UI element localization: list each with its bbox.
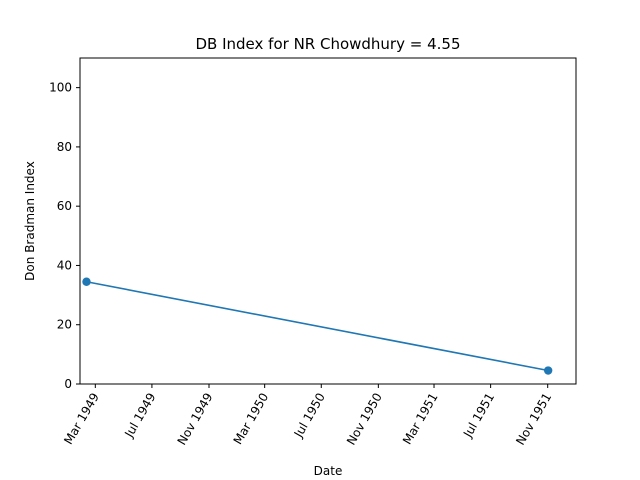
x-tick-label: Jul 1951 — [460, 390, 497, 440]
y-axis-label: Don Bradman Index — [23, 161, 37, 281]
y-tick-label: 100 — [49, 81, 72, 95]
plot-frame — [79, 57, 577, 385]
y-tick-label: 40 — [57, 258, 72, 272]
chart-title: DB Index for NR Chowdhury = 4.55 — [196, 35, 461, 53]
x-tick-label: Nov 1949 — [175, 391, 216, 448]
x-tick-label: Jul 1949 — [121, 391, 158, 441]
y-tick-label: 80 — [57, 140, 72, 154]
x-tick-label: Jul 1950 — [291, 391, 328, 441]
x-tick-label: Nov 1950 — [344, 391, 385, 448]
data-point — [82, 277, 91, 286]
x-axis-label: Date — [314, 464, 343, 478]
x-tick-label: Nov 1951 — [513, 391, 554, 448]
x-tick-label: Mar 1949 — [61, 391, 102, 447]
data-point — [543, 366, 553, 375]
y-tick-label: 0 — [64, 377, 72, 391]
x-tick-label: Mar 1951 — [400, 391, 441, 447]
series-layer — [82, 277, 553, 375]
y-tick-label: 20 — [57, 318, 72, 332]
x-tick-label: Mar 1950 — [231, 391, 272, 447]
ticks-layer: 0 20 40 60 80 100 Mar 1949 Jul 1949 Nov 1949 Mar … — [49, 81, 554, 448]
series-line — [86, 280, 549, 372]
y-tick-label: 60 — [57, 199, 72, 213]
